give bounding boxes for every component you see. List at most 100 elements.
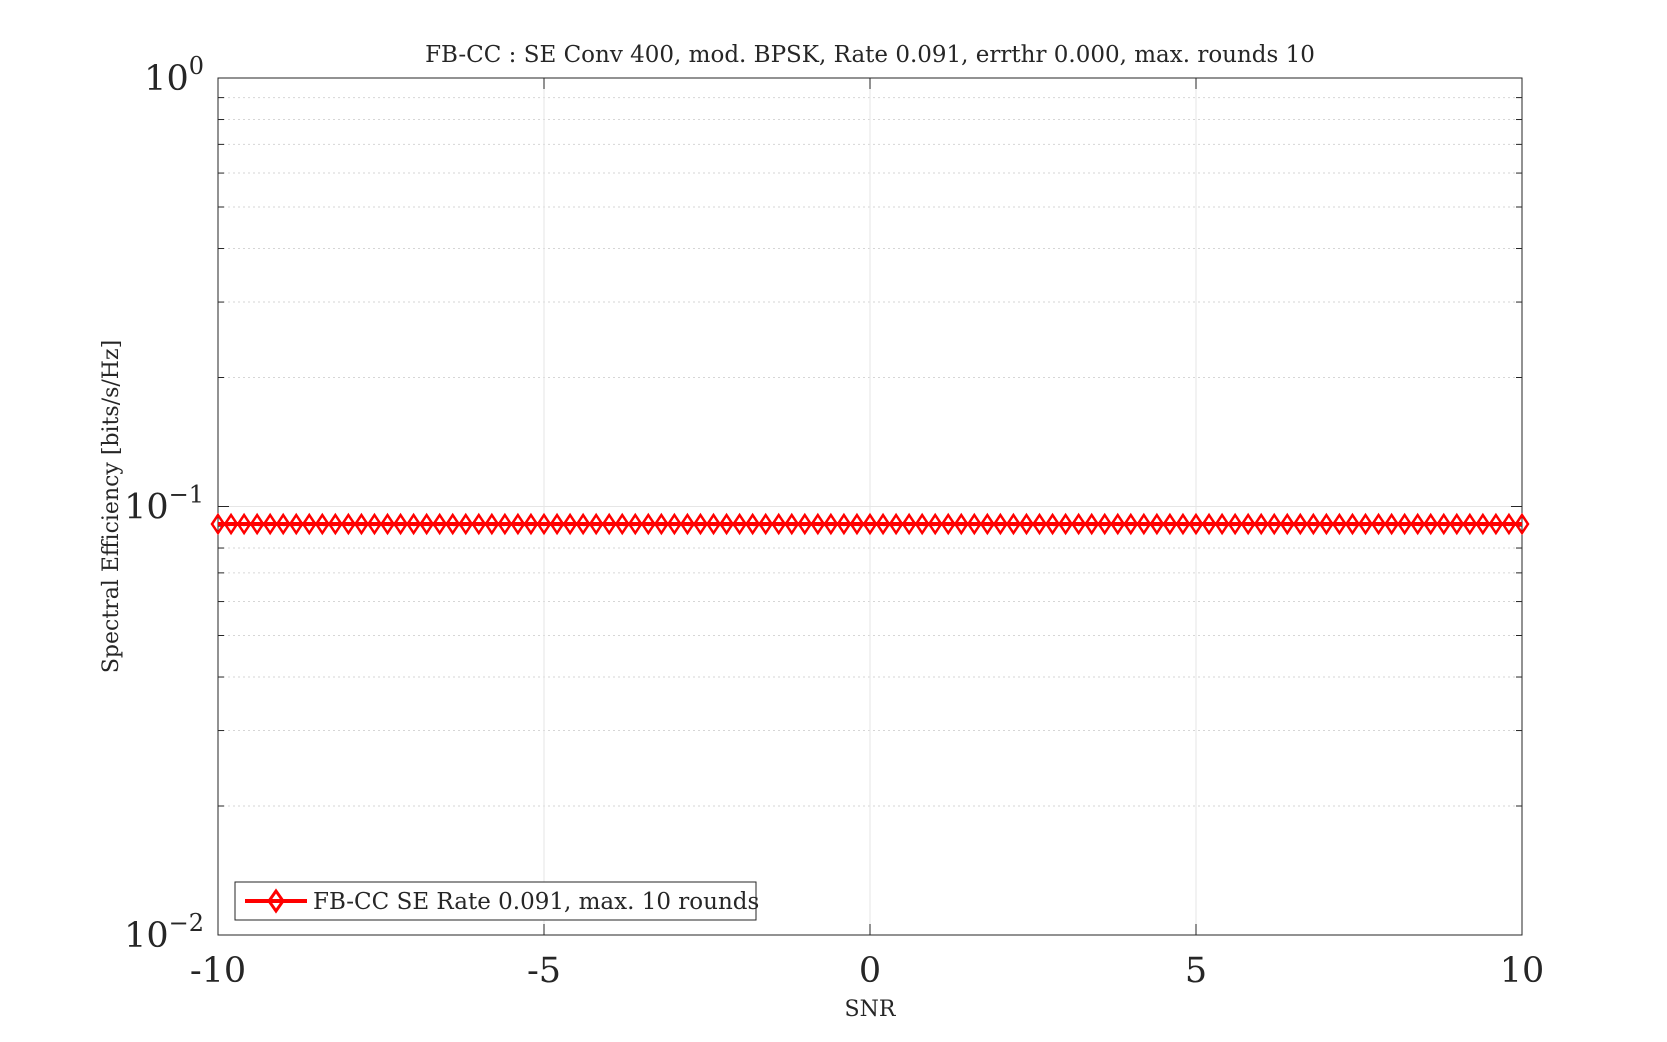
data-point <box>510 512 526 536</box>
data-point <box>432 512 448 536</box>
y-tick-label: 10−1 <box>124 481 204 528</box>
x-tick-label: -10 <box>190 951 246 991</box>
minor-ticks <box>218 97 1522 807</box>
data-point <box>1423 512 1439 536</box>
data-point <box>1358 512 1374 536</box>
x-tick-label: -5 <box>527 951 561 991</box>
data-point <box>575 512 591 536</box>
data-point <box>1188 512 1204 536</box>
data-point <box>1045 512 1061 536</box>
data-point <box>1475 512 1491 536</box>
data-point <box>1071 512 1087 536</box>
data-point <box>979 512 995 536</box>
data-point <box>758 512 774 536</box>
data-point <box>393 512 409 536</box>
data-point <box>288 512 304 536</box>
data-point <box>1253 512 1269 536</box>
data-point <box>1136 512 1152 536</box>
data-point <box>380 512 396 536</box>
data-point <box>1436 512 1452 536</box>
data-point <box>1397 512 1413 536</box>
chart-title: FB-CC : SE Conv 400, mod. BPSK, Rate 0.0… <box>425 42 1315 68</box>
data-point <box>1123 512 1139 536</box>
data-point <box>275 512 291 536</box>
data-point <box>666 512 682 536</box>
data-point <box>927 512 943 536</box>
data-point <box>706 512 722 536</box>
data-point <box>1005 512 1021 536</box>
data-point <box>653 512 669 536</box>
data-point <box>327 512 343 536</box>
data-point <box>406 512 422 536</box>
data-point <box>1449 512 1465 536</box>
data-point <box>314 512 330 536</box>
data-point <box>497 512 513 536</box>
data-point <box>536 512 552 536</box>
data-point <box>679 512 695 536</box>
series-group <box>210 512 1530 536</box>
data-point <box>992 512 1008 536</box>
data-point <box>823 512 839 536</box>
data-point <box>445 512 461 536</box>
data-point <box>1305 512 1321 536</box>
legend-swatch-marker <box>267 888 285 914</box>
data-point <box>732 512 748 536</box>
data-point <box>301 512 317 536</box>
data-point <box>223 512 239 536</box>
data-point <box>210 512 226 536</box>
data-point <box>419 512 435 536</box>
x-tick-label: 0 <box>859 951 881 991</box>
data-point <box>797 512 813 536</box>
data-point <box>1097 512 1113 536</box>
data-point <box>340 512 356 536</box>
data-point <box>1227 512 1243 536</box>
data-point <box>353 512 369 536</box>
data-point <box>640 512 656 536</box>
data-point <box>366 512 382 536</box>
data-point <box>1488 512 1504 536</box>
data-point <box>1110 512 1126 536</box>
data-point <box>1279 512 1295 536</box>
x-axis-label: SNR <box>845 997 897 1022</box>
data-point <box>862 512 878 536</box>
data-point <box>262 512 278 536</box>
legend: FB-CC SE Rate 0.091, max. 10 rounds <box>234 881 759 921</box>
data-point <box>875 512 891 536</box>
y-tick-label: 10−2 <box>124 909 204 956</box>
data-point <box>588 512 604 536</box>
legend-box <box>234 881 757 921</box>
data-point <box>1032 512 1048 536</box>
data-point <box>614 512 630 536</box>
y-tick-label: 100 <box>144 52 204 99</box>
x-tick-label: 5 <box>1185 951 1207 991</box>
data-point <box>1058 512 1074 536</box>
data-point <box>901 512 917 536</box>
data-point <box>484 512 500 536</box>
data-point <box>1240 512 1256 536</box>
data-point <box>1266 512 1282 536</box>
data-point <box>1214 512 1230 536</box>
data-point <box>562 512 578 536</box>
data-point <box>1462 512 1478 536</box>
data-point <box>1084 512 1100 536</box>
data-point <box>719 512 735 536</box>
data-point <box>1384 512 1400 536</box>
data-point <box>940 512 956 536</box>
data-point <box>627 512 643 536</box>
data-point <box>692 512 708 536</box>
data-point <box>810 512 826 536</box>
data-point <box>1149 512 1165 536</box>
y-axis-label: Spectral Efficiency [bits/s/Hz] <box>99 340 124 673</box>
data-point <box>1292 512 1308 536</box>
data-point <box>1162 512 1178 536</box>
data-point <box>914 512 930 536</box>
data-point <box>966 512 982 536</box>
data-point <box>601 512 617 536</box>
data-point <box>523 512 539 536</box>
data-point <box>249 512 265 536</box>
data-point <box>1501 512 1517 536</box>
data-point <box>549 512 565 536</box>
data-point <box>1371 512 1387 536</box>
data-point <box>1318 512 1334 536</box>
